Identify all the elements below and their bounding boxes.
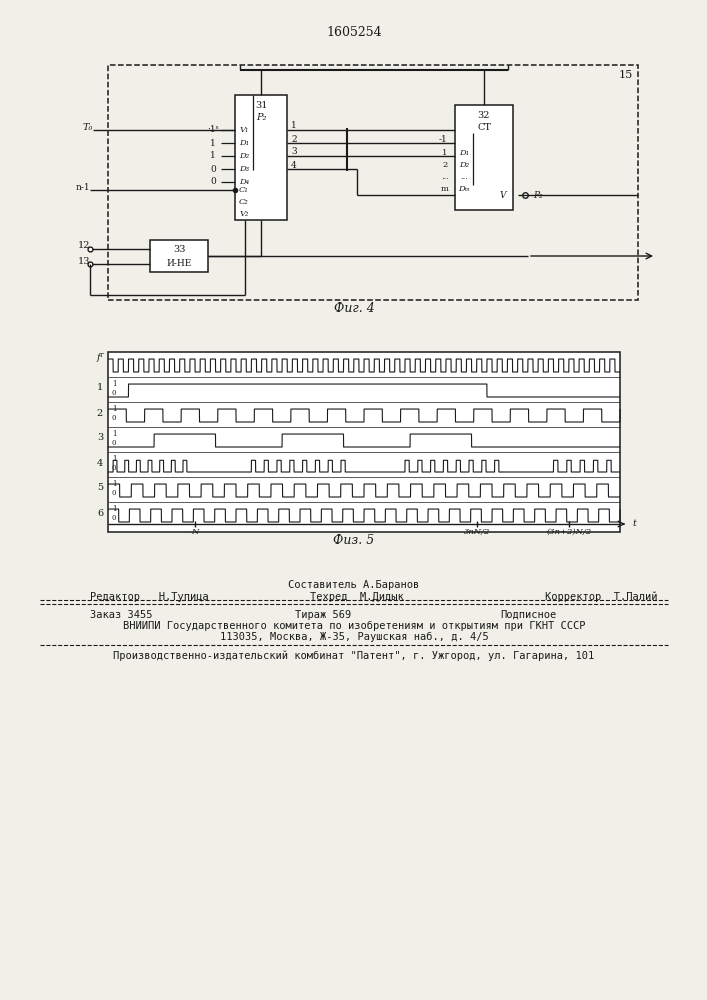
Text: ВНИИПИ Государственного комитета по изобретениям и открытиям при ГКНТ СССР: ВНИИПИ Государственного комитета по изоб…	[123, 621, 585, 631]
Text: Физ. 5: Физ. 5	[334, 534, 375, 546]
Text: 1: 1	[112, 380, 117, 388]
Text: 1: 1	[97, 383, 103, 392]
Text: P₂: P₂	[256, 112, 267, 121]
Text: 4: 4	[291, 160, 297, 169]
Text: n-1: n-1	[76, 182, 90, 192]
Text: И-НЕ: И-НЕ	[166, 259, 192, 268]
Text: 113035, Москва, Ж-35, Раушская наб., д. 4/5: 113035, Москва, Ж-35, Раушская наб., д. …	[220, 632, 489, 642]
Text: Корректор  Т.Палий: Корректор Т.Палий	[545, 592, 658, 602]
Text: 2: 2	[97, 408, 103, 418]
Text: m: m	[441, 185, 449, 193]
Text: Заказ 3455: Заказ 3455	[90, 610, 153, 620]
Text: 1: 1	[291, 121, 297, 130]
Text: 2: 2	[291, 134, 297, 143]
Text: 1: 1	[443, 149, 448, 157]
Text: t: t	[632, 520, 636, 528]
Bar	[455, 105, 513, 210]
Text: 3: 3	[97, 434, 103, 442]
Text: 0: 0	[112, 514, 117, 522]
Text: ...: ...	[441, 173, 449, 181]
Text: 13: 13	[78, 256, 90, 265]
Text: 1: 1	[112, 430, 117, 438]
Text: D₂: D₂	[459, 161, 469, 169]
Text: 3nN/2: 3nN/2	[464, 528, 490, 536]
Text: 0: 0	[112, 389, 117, 397]
Text: C₂: C₂	[239, 198, 249, 206]
Text: 1: 1	[112, 480, 117, 488]
Text: N: N	[192, 528, 199, 536]
Text: 1: 1	[112, 405, 117, 413]
Text: 1: 1	[210, 151, 216, 160]
Text: Производственно-издательский комбинат "Патент", г. Ужгород, ул. Гагарина, 101: Производственно-издательский комбинат "П…	[113, 651, 595, 661]
Text: 0: 0	[112, 414, 117, 422]
Text: 1605254: 1605254	[326, 25, 382, 38]
Text: Dₘ: Dₘ	[458, 185, 470, 193]
Text: 0: 0	[112, 464, 117, 472]
Text: D₁: D₁	[459, 149, 469, 157]
Text: (3n+2)N/2: (3n+2)N/2	[547, 528, 592, 536]
Text: 15: 15	[619, 70, 633, 80]
Text: V: V	[500, 190, 506, 200]
Text: 0: 0	[112, 439, 117, 447]
Text: T₀: T₀	[83, 122, 93, 131]
Text: 1: 1	[210, 138, 216, 147]
Text: P₂: P₂	[533, 190, 543, 200]
Text: 31: 31	[255, 101, 267, 109]
Text: Подписное: Подписное	[500, 610, 556, 620]
Text: ·1ˢ: ·1ˢ	[207, 125, 218, 134]
Text: Тираж 569: Тираж 569	[295, 610, 351, 620]
Text: 0: 0	[210, 164, 216, 174]
Text: C₁: C₁	[239, 186, 249, 194]
Text: D₁: D₁	[239, 139, 249, 147]
Bar	[150, 240, 208, 272]
Text: 3: 3	[291, 147, 297, 156]
Text: D₄: D₄	[239, 178, 249, 186]
Text: 0: 0	[210, 178, 216, 186]
Text: ...: ...	[460, 173, 468, 181]
Text: -1: -1	[438, 135, 448, 144]
Text: 5: 5	[97, 484, 103, 492]
Text: Редактор   Н.Тупица: Редактор Н.Тупица	[90, 592, 209, 602]
Text: V₂: V₂	[239, 210, 249, 218]
Bar	[108, 352, 620, 532]
Text: D₂: D₂	[239, 152, 249, 160]
Text: fᵀ: fᵀ	[96, 353, 104, 361]
Text: CT: CT	[477, 122, 491, 131]
Bar	[235, 95, 287, 220]
Text: 32: 32	[478, 110, 490, 119]
Text: 0: 0	[112, 489, 117, 497]
Text: 1: 1	[112, 505, 117, 513]
Text: 1: 1	[112, 455, 117, 463]
Text: 2: 2	[443, 161, 448, 169]
Text: 12: 12	[78, 241, 90, 250]
Text: Техред  М.Дидык: Техред М.Дидык	[310, 592, 404, 602]
Text: 33: 33	[173, 245, 185, 254]
Text: 6: 6	[97, 508, 103, 518]
Bar	[108, 65, 638, 300]
Text: D₃: D₃	[239, 165, 249, 173]
Text: Составитель А.Баранов: Составитель А.Баранов	[288, 580, 420, 590]
Text: 4: 4	[97, 458, 103, 468]
Text: Фиг. 4: Фиг. 4	[334, 302, 375, 314]
Text: V₁: V₁	[239, 126, 249, 134]
